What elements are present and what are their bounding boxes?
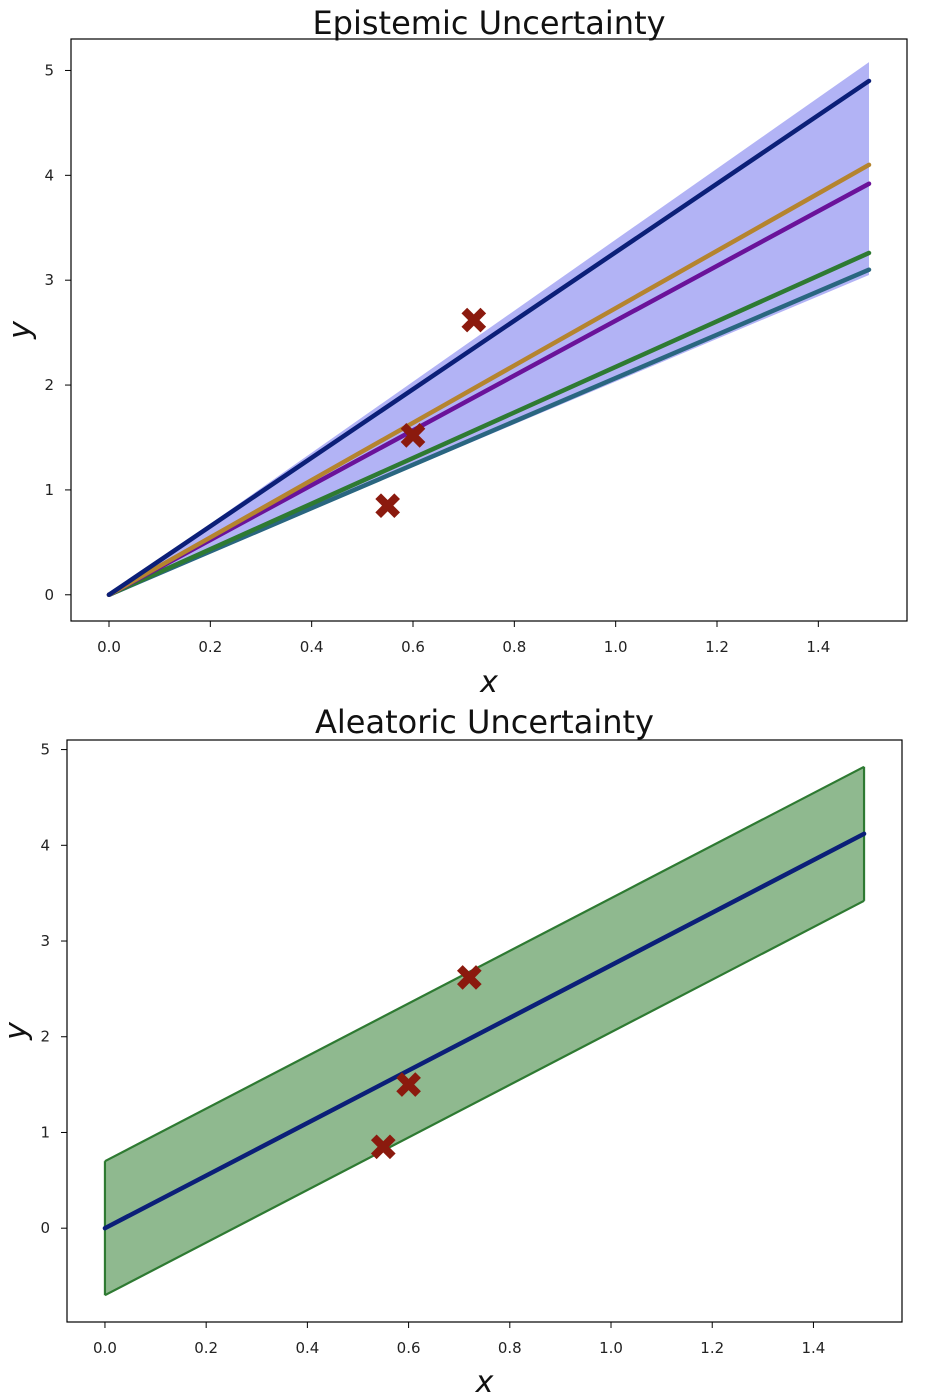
x-tick-label: 0.2 [198,638,222,656]
y-tick-label: 2 [44,376,54,394]
y-axis-label: y [3,320,38,340]
x-tick-label: 0.4 [295,1339,319,1357]
x-tick-label: 0.8 [498,1339,522,1357]
data-point-marker-2 [400,423,426,448]
data-point-marker-3 [461,307,487,333]
epistemic-uncertainty-panel: 0.0 0.2 0.4 0.6 0.8 1.0 1.2 1.4 0 1 2 3 4 5 Epistemic … [3,4,908,700]
data-point-marker-2 [396,1072,421,1097]
x-tick-label: 0.6 [401,638,425,656]
x-tick-label: 0.6 [397,1339,421,1357]
data-point-marker-1 [370,1134,396,1160]
y-tick-label: 2 [40,1028,50,1046]
x-tick-label: 1.2 [705,638,729,656]
x-tick-label: 0.0 [97,638,121,656]
x-axis-label: x [475,1365,494,1398]
y-tick-label: 0 [44,586,54,604]
series-line-1 [102,831,867,1231]
series-line-5 [106,267,872,598]
band-lower-edge [104,899,865,1297]
x-tick-label: 0.8 [502,638,526,656]
x-tick-label: 0.4 [300,638,324,656]
x-tick-label: 1.2 [700,1339,724,1357]
plot-frame [66,739,903,1323]
y-tick-label: 4 [44,166,54,184]
y-tick-label: 3 [40,932,50,950]
y-tick-label: 1 [44,481,54,499]
data-point-marker-3 [456,965,482,990]
y-tick-label: 4 [40,836,50,854]
chart-title: Aleatoric Uncertainty [315,703,654,741]
plot-frame [70,38,908,622]
y-tick-label: 3 [44,271,54,289]
y-tick-label: 0 [40,1219,50,1237]
y-tick-label: 1 [40,1123,50,1141]
x-tick-label: 1.0 [604,638,628,656]
uncertainty-band [109,62,869,595]
x-axis-label: x [479,665,498,700]
aleatoric-uncertainty-panel: 0.0 0.2 0.4 0.6 0.8 1.0 1.2 1.4 0 1 2 3 4 5 Aleatoric … [0,703,903,1398]
y-tick-label: 5 [40,741,50,759]
x-tick-label: 1.4 [806,638,830,656]
series-line-1 [106,78,872,598]
series-line-4 [106,250,872,598]
series-line-3 [106,181,872,598]
x-tick-label: 0.2 [194,1339,218,1357]
y-tick-label: 5 [44,61,54,79]
x-tick-label: 1.4 [802,1339,826,1357]
series-line-2 [106,162,872,598]
band-upper-edge [104,765,865,1163]
x-tick-label: 1.0 [599,1339,623,1357]
x-tick-label: 0.0 [93,1339,117,1357]
y-axis-label: y [0,1021,34,1041]
data-point-marker-1 [375,493,400,518]
chart-title: Epistemic Uncertainty [312,4,665,42]
